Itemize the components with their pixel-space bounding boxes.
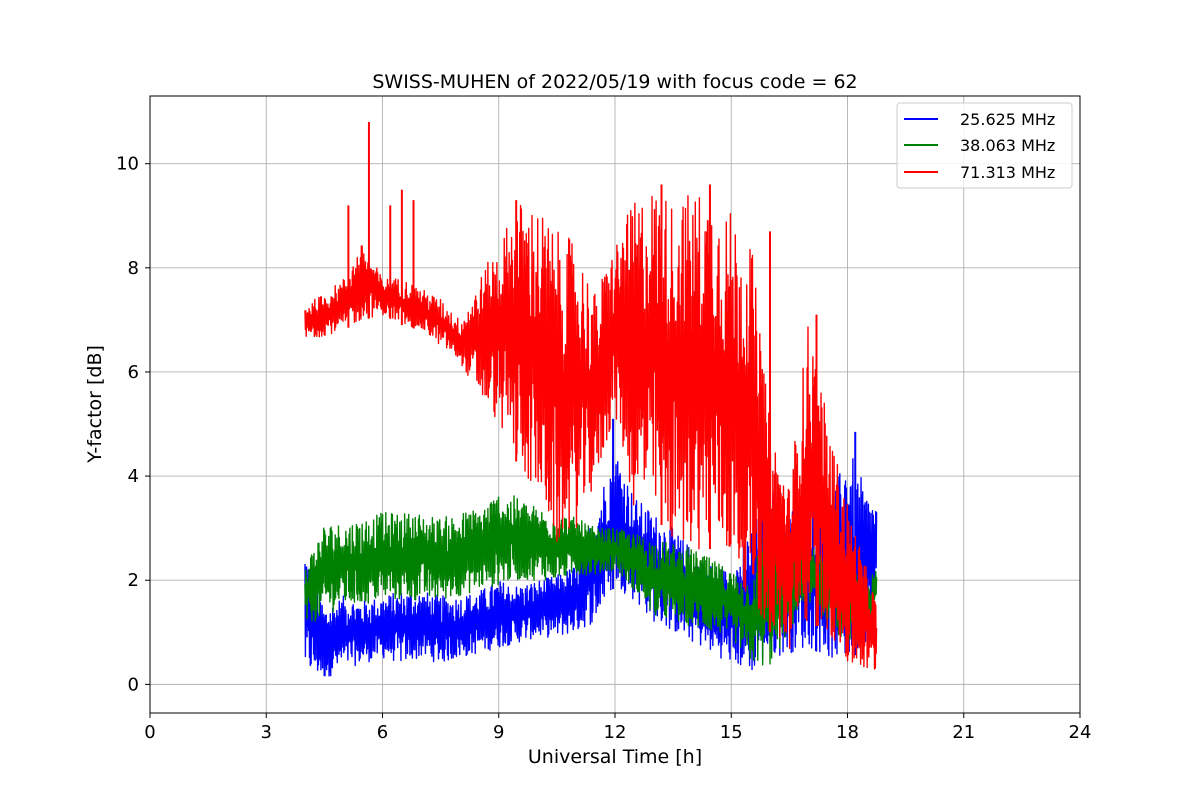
x-tick-label: 3 — [261, 722, 272, 743]
y-tick-label: 0 — [128, 674, 139, 695]
legend: 25.625 MHz 38.063 MHz 71.313 MHz — [896, 102, 1073, 189]
x-tick-label: 15 — [720, 722, 743, 743]
chart-title: SWISS-MUHEN of 2022/05/19 with focus cod… — [372, 71, 857, 93]
y-tick-label: 2 — [128, 570, 139, 591]
x-tick-label: 24 — [1069, 722, 1092, 743]
series-2 — [304, 122, 878, 670]
series-line-2 — [304, 195, 878, 670]
legend-box — [896, 102, 1073, 189]
series-1 — [304, 495, 878, 666]
legend-label-2: 71.313 MHz — [960, 163, 1055, 182]
y-tick-label: 4 — [128, 466, 139, 487]
x-tick-label: 18 — [836, 722, 859, 743]
y-tick-label: 6 — [128, 362, 139, 383]
x-axis-label: Universal Time [h] — [528, 746, 702, 768]
x-tick-label: 9 — [493, 722, 504, 743]
y-tick-label: 10 — [116, 154, 139, 175]
x-tick-label: 0 — [144, 722, 155, 743]
x-tick-label: 12 — [604, 722, 627, 743]
x-tick-label: 6 — [377, 722, 388, 743]
legend-label-1: 38.063 MHz — [960, 136, 1055, 155]
y-axis-label: Y-factor [dB] — [84, 345, 106, 464]
data-layer — [304, 122, 878, 677]
series-line-1 — [304, 495, 878, 666]
x-tick-label: 21 — [952, 722, 975, 743]
y-tick-label: 8 — [128, 258, 139, 279]
legend-label-0: 25.625 MHz — [960, 110, 1055, 129]
